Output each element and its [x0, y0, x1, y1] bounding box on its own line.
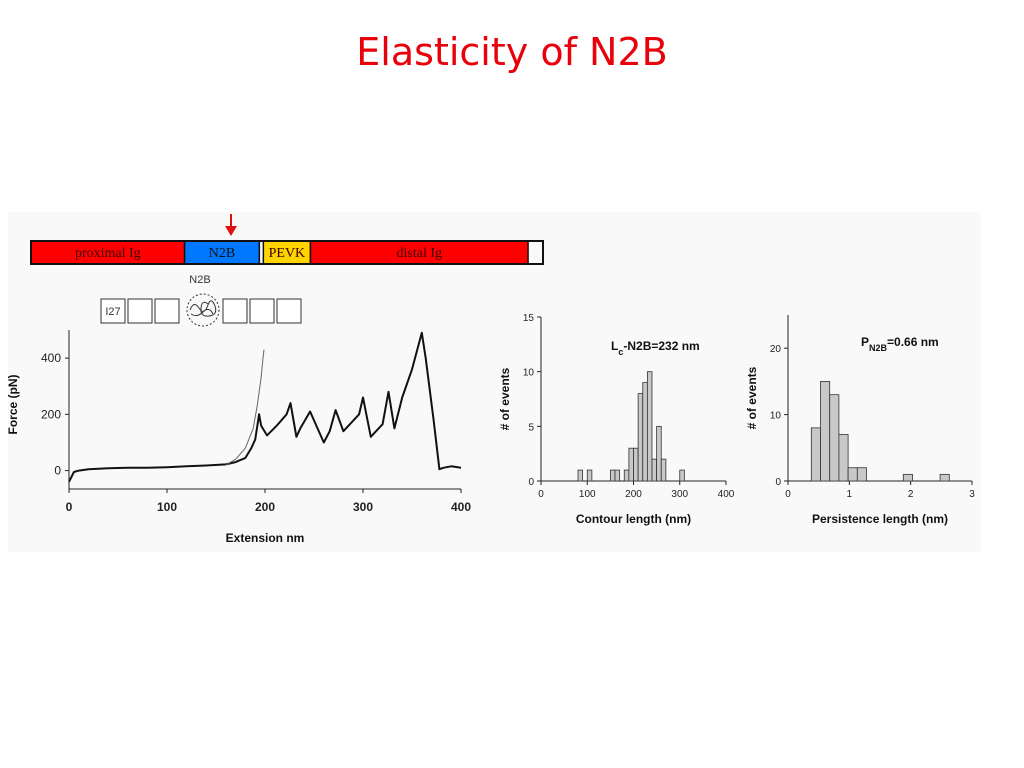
y-tick-label: 15	[523, 313, 535, 324]
histogram-bar	[614, 469, 621, 482]
figure-panel	[8, 212, 981, 552]
y-tick-label: 0	[54, 464, 61, 478]
n2b-random-coil-icon	[186, 293, 220, 327]
histogram-bar	[847, 467, 858, 482]
y-axis-label: # of events	[498, 367, 512, 430]
y-tick-label: 5	[528, 422, 534, 433]
histogram-bar	[829, 394, 840, 482]
x-tick-label: 2	[908, 489, 914, 500]
histogram-bar	[642, 382, 648, 482]
y-axis-label: Force (pN)	[6, 374, 20, 434]
y-tick-label: 0	[775, 477, 781, 488]
domain-label-distal-ig: distal Ig	[397, 246, 443, 261]
histogram-annotation: Lc-N2B=232 nm	[611, 339, 700, 357]
ig-module-box	[222, 298, 248, 324]
x-tick-label: 200	[255, 500, 275, 514]
domain-label-pevk: PEVK	[269, 246, 306, 261]
domain-bar-outline	[30, 240, 544, 265]
y-tick-label: 400	[41, 351, 61, 365]
x-tick-label: 400	[718, 489, 735, 500]
histogram-bar	[586, 469, 593, 482]
x-axis-label: Persistence length (nm)	[812, 512, 948, 526]
histogram-bar	[838, 434, 849, 482]
histogram-bar	[628, 447, 634, 482]
x-tick-label: 300	[671, 489, 688, 500]
y-tick-label: 10	[523, 368, 535, 379]
y-tick-label: 10	[770, 411, 782, 422]
slide-title: Elasticity of N2B	[356, 30, 668, 74]
y-tick-label: 20	[770, 344, 782, 355]
n2b-arrow-icon	[225, 214, 237, 236]
histogram-bar	[633, 447, 639, 482]
y-axis-label: # of events	[745, 366, 759, 429]
force-trace-line	[68, 331, 462, 483]
histogram-bar	[609, 469, 616, 482]
domain-label-n2b: N2B	[209, 246, 235, 261]
histogram-bar	[939, 473, 950, 482]
ig-module-box	[249, 298, 275, 324]
x-tick-label: 0	[538, 489, 544, 500]
histogram-annotation: PN2B=0.66 nm	[861, 335, 939, 353]
histogram-bar	[651, 458, 658, 482]
x-tick-label: 0	[785, 489, 791, 500]
wlc-fit-line	[225, 349, 265, 466]
force-extension-chart: 0 100 200 300 400 0 200 400 Extension nm Force (p…	[6, 330, 471, 545]
histogram-bar	[637, 393, 644, 482]
x-tick-label: 100	[579, 489, 596, 500]
x-tick-label: 1	[847, 489, 853, 500]
persistence-length-histogram: 0 1 2 3 0 10 20 Persistence length (nm) # of eve…	[745, 315, 975, 526]
x-tick-label: 400	[451, 500, 471, 514]
contour-length-histogram: 0 100 200 300 400 0 5 10 15 Contour length (nm) # …	[498, 313, 735, 526]
construct-schematic: N2B I27	[100, 274, 302, 327]
histogram-bar	[656, 425, 662, 482]
ig-module-box	[154, 298, 180, 324]
histogram-bar	[902, 473, 913, 482]
x-axis-label: Contour length (nm)	[576, 512, 691, 526]
histogram-bar	[623, 469, 630, 482]
titin-domain-bar: proximal Ig N2B PEVK distal Ig	[30, 240, 544, 265]
i27-module-label: I27	[105, 306, 120, 318]
histogram-bar	[646, 371, 653, 482]
x-tick-label: 100	[157, 500, 177, 514]
histogram-bar	[660, 458, 667, 482]
x-tick-label: 300	[353, 500, 373, 514]
y-tick-label: 200	[41, 407, 61, 421]
domain-label-proximal-ig: proximal Ig	[75, 246, 141, 261]
histogram-bar	[577, 469, 584, 482]
ig-module-box	[100, 298, 126, 324]
y-tick-label: 0	[528, 477, 534, 488]
ig-module-box	[276, 298, 302, 324]
x-tick-label: 200	[625, 489, 642, 500]
histogram-bar	[820, 380, 831, 482]
ig-module-box	[127, 298, 153, 324]
x-tick-label: 0	[66, 500, 73, 514]
histogram-bar	[810, 427, 821, 482]
x-tick-label: 3	[969, 489, 975, 500]
histogram-bar	[679, 469, 685, 482]
x-axis-label: Extension nm	[226, 531, 305, 545]
n2b-construct-label: N2B	[189, 274, 210, 286]
histogram-bar	[856, 467, 867, 482]
